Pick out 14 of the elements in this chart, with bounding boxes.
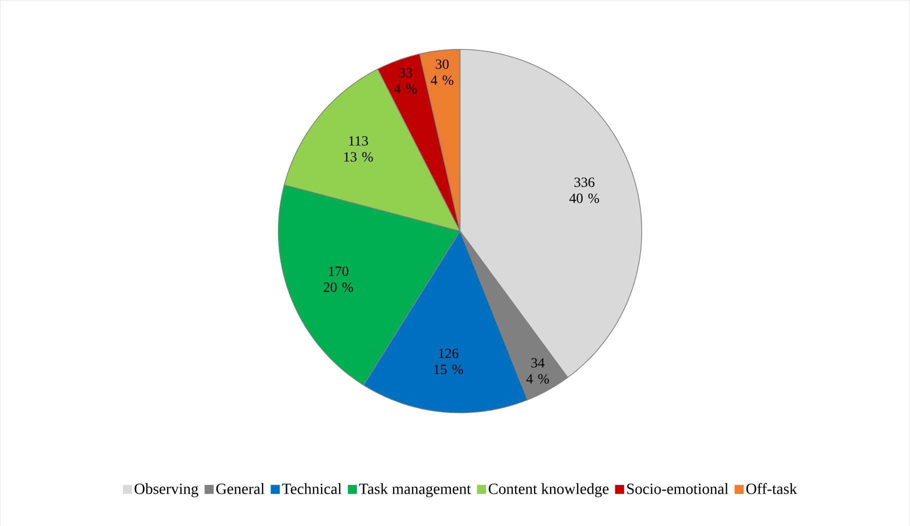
legend-label: Off-task bbox=[746, 482, 798, 494]
data-label: 113 13 % bbox=[344, 136, 373, 162]
legend-label: Content knowledge bbox=[488, 482, 609, 498]
legend-label: General bbox=[216, 482, 264, 494]
legend-label: Observing bbox=[134, 482, 198, 498]
data-label: 33 4 % bbox=[394, 68, 417, 94]
data-label: 30 4 % bbox=[430, 59, 454, 85]
data-label: 336 40 % bbox=[569, 177, 600, 203]
legend-label: Socio-emotional bbox=[627, 482, 728, 494]
legend-label: Technical bbox=[282, 482, 342, 494]
data-label: 170 20 % bbox=[324, 266, 354, 292]
data-label: 34 4 % bbox=[526, 358, 549, 384]
data-label: 126 15 % bbox=[434, 348, 464, 374]
legend-label: Task management bbox=[359, 482, 471, 498]
